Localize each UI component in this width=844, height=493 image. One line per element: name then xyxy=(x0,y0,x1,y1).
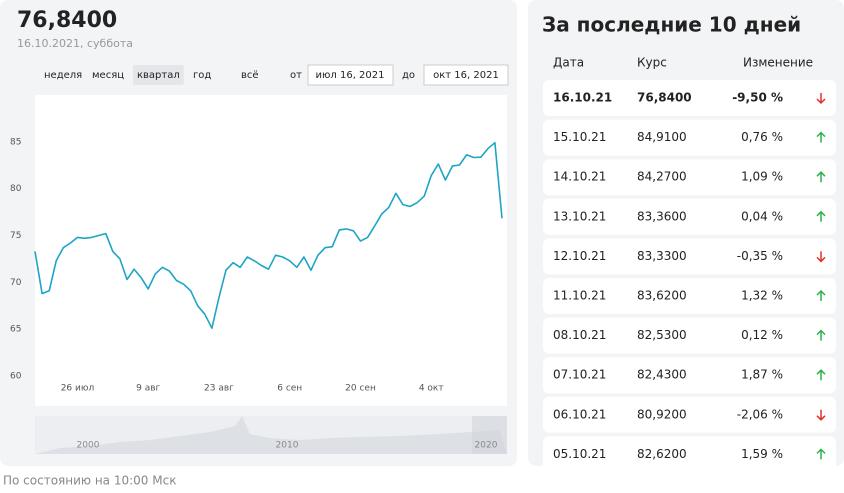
navigator-window[interactable] xyxy=(472,416,507,454)
row-bg xyxy=(543,436,836,473)
row-bg xyxy=(543,357,836,394)
row-rate: 76,8400 xyxy=(637,91,692,105)
current-date: 16.10.2021, суббота xyxy=(17,37,133,50)
row-date: 07.10.21 xyxy=(553,368,606,382)
row-rate: 84,9100 xyxy=(637,130,687,144)
x-tick-label: 4 окт xyxy=(419,384,444,394)
y-tick-label: 60 xyxy=(10,372,22,382)
row-rate: 83,6200 xyxy=(637,289,687,303)
row-change: 1,09 % xyxy=(741,170,783,184)
row-rate: 82,4300 xyxy=(637,368,687,382)
row-bg xyxy=(543,119,836,156)
y-tick-label: 65 xyxy=(10,325,21,335)
row-bg xyxy=(543,278,836,314)
navigator-label: 2010 xyxy=(276,441,299,451)
row-date: 14.10.21 xyxy=(553,170,606,184)
row-date: 15.10.21 xyxy=(553,130,606,144)
row-change: 1,32 % xyxy=(741,289,783,303)
period-selected[interactable] xyxy=(133,65,184,85)
navigator-area xyxy=(35,416,507,454)
trend-arrow xyxy=(816,448,826,460)
trend-arrow xyxy=(816,369,826,381)
row-change: 0,12 % xyxy=(741,328,783,342)
period-button[interactable]: неделя xyxy=(44,70,82,81)
row-bg xyxy=(543,198,836,235)
trend-arrow xyxy=(816,210,826,222)
row-date: 05.10.21 xyxy=(553,447,606,461)
x-tick-label: 26 июл xyxy=(61,384,95,394)
row-rate: 80,9200 xyxy=(637,407,687,421)
row-date: 11.10.21 xyxy=(553,289,606,303)
row-date: 08.10.21 xyxy=(553,328,606,342)
column-header: Изменение xyxy=(743,56,813,70)
from-label: от xyxy=(290,70,302,81)
x-tick-label: 20 сен xyxy=(345,384,376,394)
period-button[interactable]: год xyxy=(193,70,211,81)
row-change: -9,50 % xyxy=(732,91,783,105)
row-rate: 83,3600 xyxy=(637,209,687,223)
row-change: 0,76 % xyxy=(741,130,783,144)
x-tick-label: 6 сен xyxy=(277,384,302,394)
footer: По состоянию на 10:00 Мск xyxy=(3,474,176,488)
x-tick-label: 23 авг xyxy=(204,384,234,394)
price-line xyxy=(34,141,503,329)
y-tick-label: 75 xyxy=(10,231,21,241)
plot-area xyxy=(35,95,507,406)
period-button[interactable]: квартал xyxy=(137,70,180,81)
table-title: За последние 10 дней xyxy=(542,13,801,37)
trend-arrow xyxy=(816,251,826,263)
trend-arrow xyxy=(816,289,826,301)
row-change: 0,04 % xyxy=(741,209,783,223)
to-input[interactable] xyxy=(423,64,509,86)
trend-arrow xyxy=(816,93,826,105)
row-date: 12.10.21 xyxy=(553,249,606,263)
trend-arrow xyxy=(816,131,826,143)
column-header: Дата xyxy=(553,56,584,70)
to-value[interactable]: окт 16, 2021 xyxy=(433,70,499,81)
row-bg xyxy=(543,396,836,433)
period-button[interactable]: всё xyxy=(241,70,259,81)
current-value: 76,8400 xyxy=(17,8,117,33)
row-date: 16.10.21 xyxy=(553,91,612,105)
row-rate: 82,6200 xyxy=(637,447,687,461)
y-tick-label: 80 xyxy=(10,184,22,194)
from-value[interactable]: июл 16, 2021 xyxy=(315,70,384,81)
y-tick-label: 70 xyxy=(10,278,22,288)
row-bg xyxy=(543,159,836,196)
row-date: 13.10.21 xyxy=(553,209,606,223)
trend-arrow xyxy=(816,329,826,341)
row-rate: 84,2700 xyxy=(637,170,687,184)
row-rate: 83,3300 xyxy=(637,249,687,263)
row-rate: 82,5300 xyxy=(637,328,687,342)
y-tick-label: 85 xyxy=(10,137,21,147)
row-bg xyxy=(543,317,836,354)
row-date: 06.10.21 xyxy=(553,407,606,421)
navigator-label: 2020 xyxy=(475,441,498,451)
row-change: -0,35 % xyxy=(737,249,783,263)
row-bg xyxy=(543,238,836,275)
trend-arrow xyxy=(816,171,826,183)
row-change: 1,59 % xyxy=(741,447,783,461)
row-change: -2,06 % xyxy=(737,407,783,421)
x-tick-label: 9 авг xyxy=(136,384,160,394)
trend-arrow xyxy=(816,409,826,421)
navigator-label: 2000 xyxy=(77,441,100,451)
column-header: Курс xyxy=(637,56,667,70)
row-bg xyxy=(543,80,836,116)
row-change: 1,87 % xyxy=(741,368,783,382)
to-label: до xyxy=(402,70,415,81)
period-button[interactable]: месяц xyxy=(92,70,124,81)
from-input[interactable] xyxy=(307,64,394,86)
